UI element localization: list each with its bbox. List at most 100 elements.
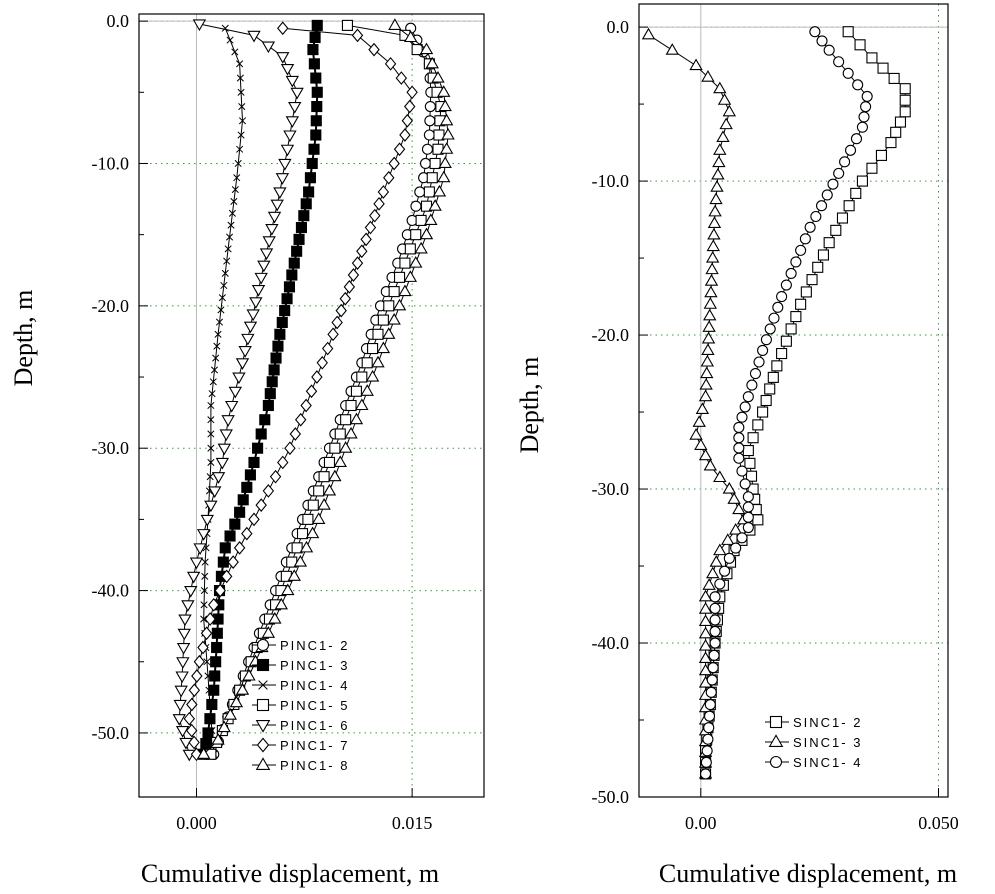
data-point bbox=[252, 442, 264, 454]
data-point bbox=[201, 558, 209, 566]
data-point bbox=[424, 115, 436, 127]
data-point bbox=[733, 432, 745, 444]
data-point bbox=[284, 441, 296, 456]
data-point bbox=[736, 532, 748, 544]
data-point bbox=[268, 364, 280, 376]
y-tick-label: -20.0 bbox=[92, 296, 130, 316]
legend-marker bbox=[769, 755, 783, 769]
data-point bbox=[212, 354, 220, 362]
data-point bbox=[207, 430, 215, 438]
data-point bbox=[299, 540, 314, 553]
legend-label: PINC1- 7 bbox=[280, 738, 349, 753]
legend-item: PINC1- 4 bbox=[252, 678, 347, 693]
data-point bbox=[210, 366, 219, 374]
data-point bbox=[206, 473, 214, 481]
data-point bbox=[235, 358, 250, 370]
legend-marker bbox=[255, 720, 271, 733]
data-point bbox=[767, 371, 779, 383]
data-point bbox=[441, 127, 455, 140]
data-point bbox=[249, 297, 263, 309]
data-point bbox=[438, 99, 452, 112]
data-point bbox=[401, 113, 414, 128]
legend-label: SINC1- 2 bbox=[793, 715, 862, 730]
data-point bbox=[293, 233, 305, 245]
data-point bbox=[280, 64, 295, 76]
data-point bbox=[700, 756, 712, 768]
data-point bbox=[844, 144, 857, 156]
data-point bbox=[243, 321, 258, 334]
data-point bbox=[255, 498, 267, 513]
data-point bbox=[217, 306, 225, 314]
data-point bbox=[351, 256, 364, 270]
data-point bbox=[377, 314, 389, 326]
data-point bbox=[207, 444, 215, 452]
data-point bbox=[305, 526, 320, 539]
data-point bbox=[183, 711, 196, 726]
data-point bbox=[739, 401, 751, 413]
data-point bbox=[308, 143, 320, 155]
data-point bbox=[327, 327, 339, 342]
data-point bbox=[424, 100, 436, 113]
data-point bbox=[285, 75, 300, 88]
data-point bbox=[277, 21, 289, 36]
data-point bbox=[414, 186, 426, 198]
data-point bbox=[776, 347, 788, 360]
data-point bbox=[703, 308, 717, 321]
data-point bbox=[340, 414, 352, 426]
legend-item: SINC1- 3 bbox=[765, 734, 862, 750]
data-point bbox=[695, 402, 710, 415]
data-point bbox=[700, 354, 715, 367]
data-point bbox=[768, 312, 780, 324]
data-point bbox=[806, 274, 818, 286]
x-tick-label: 0.015 bbox=[392, 813, 433, 833]
data-point bbox=[334, 428, 346, 440]
data-point bbox=[210, 656, 222, 668]
data-point bbox=[689, 428, 703, 440]
data-point bbox=[236, 60, 244, 68]
data-point bbox=[711, 167, 725, 180]
data-point bbox=[733, 442, 745, 454]
data-point bbox=[219, 429, 233, 442]
data-point bbox=[215, 318, 224, 326]
data-point bbox=[273, 187, 287, 200]
data-point bbox=[221, 269, 229, 277]
data-point bbox=[437, 170, 451, 183]
data-point bbox=[398, 284, 412, 297]
y-tick-label: -30.0 bbox=[592, 479, 630, 499]
data-point bbox=[713, 470, 727, 483]
data-point bbox=[431, 70, 445, 83]
data-point bbox=[232, 372, 246, 385]
legend-label: SINC1- 3 bbox=[793, 735, 862, 750]
data-point bbox=[172, 714, 186, 726]
data-point bbox=[409, 256, 423, 268]
data-point bbox=[259, 248, 274, 261]
data-point bbox=[209, 378, 217, 386]
y-tick-label: 0.0 bbox=[607, 17, 630, 37]
data-point bbox=[235, 683, 250, 695]
data-point bbox=[246, 309, 260, 322]
data-point bbox=[238, 117, 247, 125]
series-line bbox=[705, 31, 868, 774]
series-sinc1-2 bbox=[700, 26, 911, 780]
data-point bbox=[200, 615, 208, 623]
data-point bbox=[411, 44, 423, 56]
data-point bbox=[200, 514, 214, 527]
data-point bbox=[722, 104, 737, 117]
data-point bbox=[854, 39, 866, 51]
data-point bbox=[200, 626, 213, 641]
data-point bbox=[208, 390, 216, 398]
data-point bbox=[251, 285, 266, 297]
data-point bbox=[709, 637, 721, 649]
data-point bbox=[701, 343, 715, 356]
data-point bbox=[387, 312, 401, 325]
data-point bbox=[293, 554, 308, 567]
data-point bbox=[780, 279, 792, 291]
data-point bbox=[175, 671, 189, 684]
data-point bbox=[426, 172, 438, 184]
data-point bbox=[179, 737, 193, 750]
data-point bbox=[350, 385, 362, 397]
data-point bbox=[716, 130, 730, 142]
data-point bbox=[268, 611, 282, 624]
data-point bbox=[343, 280, 356, 294]
data-point bbox=[360, 384, 374, 396]
